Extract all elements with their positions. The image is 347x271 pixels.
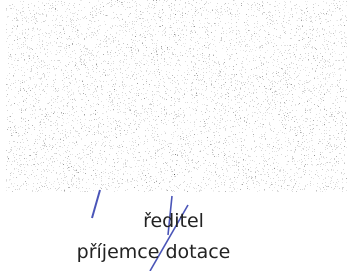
document: ředitel příjemce dotace [0, 0, 347, 271]
subtitle: příjemce dotace [0, 241, 327, 263]
role: ředitel [0, 210, 347, 232]
noise-block [6, 0, 347, 192]
